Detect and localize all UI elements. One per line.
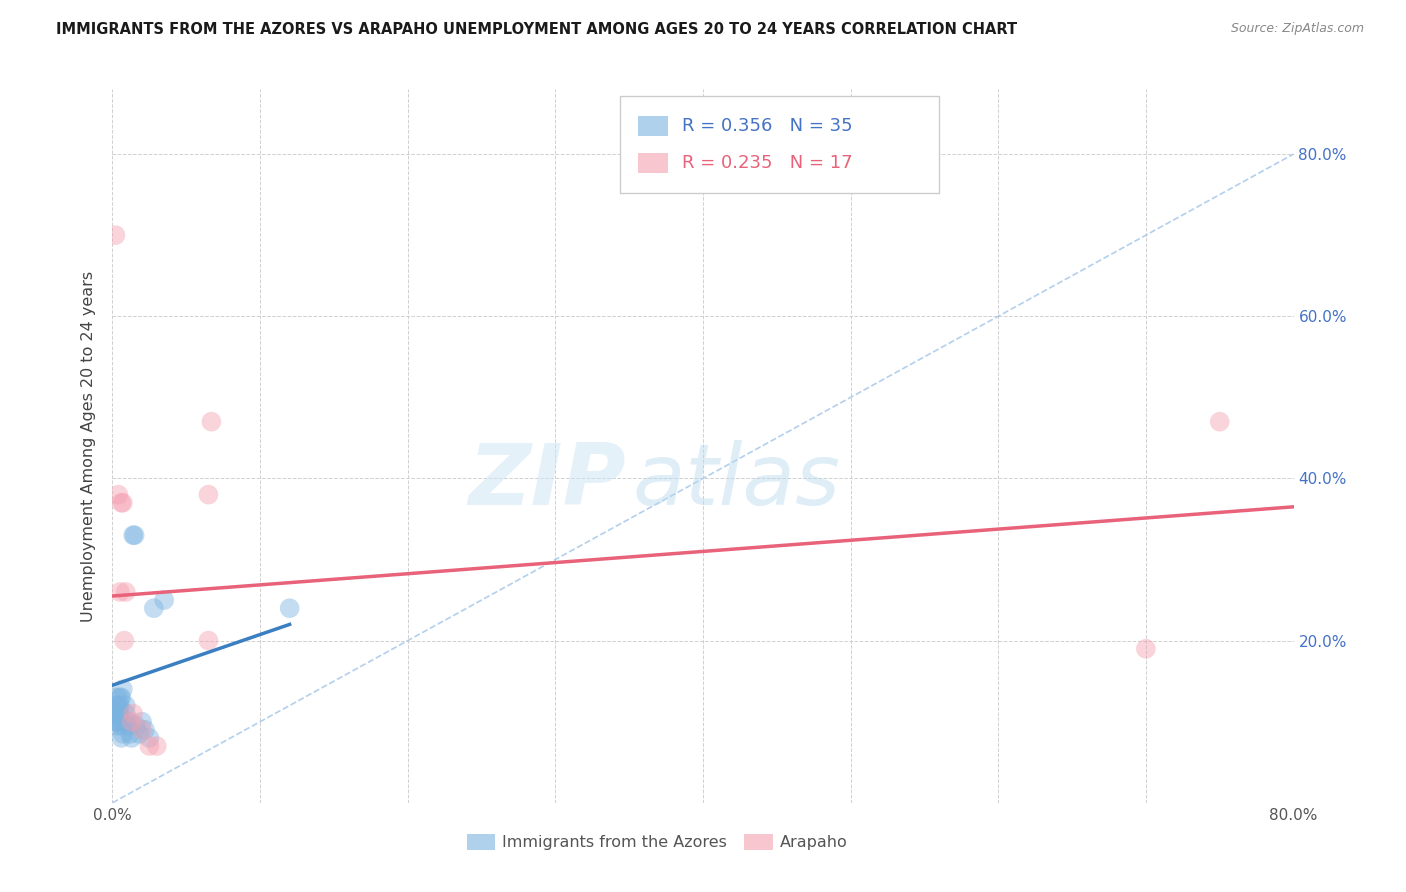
Point: [108, 706, 131, 721]
Point: [112, 633, 135, 648]
Point: [114, 706, 136, 721]
Point: [200, 415, 222, 429]
Point: [121, 731, 143, 745]
Point: [111, 496, 134, 510]
Point: [108, 698, 131, 713]
Point: [110, 731, 132, 745]
Point: [105, 719, 128, 733]
FancyBboxPatch shape: [620, 96, 939, 193]
Point: [121, 714, 143, 729]
Point: [105, 690, 128, 705]
Point: [153, 593, 176, 607]
Point: [112, 714, 135, 729]
Point: [146, 739, 169, 753]
Point: [134, 723, 156, 737]
Point: [107, 702, 129, 716]
Point: [1208, 415, 1232, 429]
Text: Immigrants from the Azores: Immigrants from the Azores: [502, 835, 727, 849]
Point: [104, 698, 127, 713]
Point: [104, 228, 127, 243]
Point: [124, 528, 146, 542]
Point: [131, 714, 153, 729]
Bar: [638, 116, 668, 136]
Point: [111, 727, 134, 741]
Point: [107, 488, 129, 502]
Point: [105, 714, 128, 729]
Point: [114, 585, 136, 599]
Y-axis label: Unemployment Among Ages 20 to 24 years: Unemployment Among Ages 20 to 24 years: [80, 270, 96, 622]
Point: [197, 488, 219, 502]
Point: [138, 739, 160, 753]
Point: [120, 727, 142, 741]
Point: [110, 690, 132, 705]
Point: [104, 706, 127, 721]
Point: [117, 719, 138, 733]
Point: [107, 711, 129, 725]
Point: [125, 719, 148, 733]
Point: [108, 714, 131, 729]
Point: [118, 714, 141, 729]
Text: IMMIGRANTS FROM THE AZORES VS ARAPAHO UNEMPLOYMENT AMONG AGES 20 TO 24 YEARS COR: IMMIGRANTS FROM THE AZORES VS ARAPAHO UN…: [56, 22, 1018, 37]
Point: [108, 690, 131, 705]
Text: Arapaho: Arapaho: [780, 835, 848, 849]
Point: [138, 731, 160, 745]
Point: [1135, 641, 1157, 656]
Bar: [638, 153, 668, 173]
Point: [114, 698, 136, 713]
Point: [107, 698, 129, 713]
Bar: [467, 834, 495, 850]
Point: [110, 496, 132, 510]
Point: [108, 585, 131, 599]
Point: [278, 601, 301, 615]
Point: [142, 601, 165, 615]
Point: [128, 727, 150, 741]
Point: [103, 714, 125, 729]
Point: [197, 633, 219, 648]
Bar: [744, 834, 773, 850]
Point: [122, 706, 145, 721]
Point: [122, 528, 145, 542]
Point: [110, 719, 132, 733]
Point: [111, 682, 134, 697]
Text: ZIP: ZIP: [468, 440, 626, 524]
Text: Source: ZipAtlas.com: Source: ZipAtlas.com: [1230, 22, 1364, 36]
Text: R = 0.356   N = 35: R = 0.356 N = 35: [682, 118, 852, 136]
Point: [131, 723, 153, 737]
Text: R = 0.235   N = 17: R = 0.235 N = 17: [682, 154, 852, 172]
Text: atlas: atlas: [633, 440, 841, 524]
